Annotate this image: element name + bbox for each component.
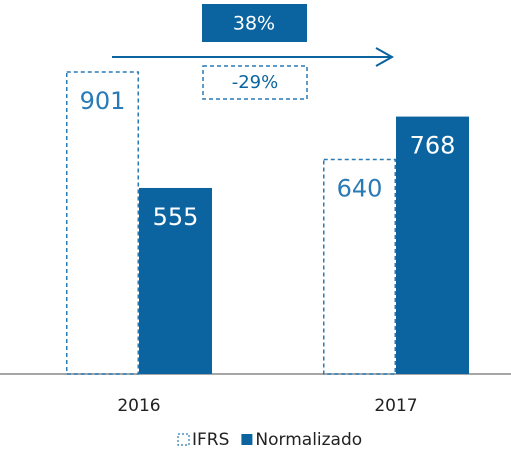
change-label: -29%: [232, 72, 279, 93]
legend-label: IFRS: [192, 430, 229, 450]
bar: [396, 116, 469, 375]
change-box: [202, 65, 308, 100]
bar: [323, 158, 396, 375]
x-tick-label: 2016: [117, 396, 160, 416]
data-label: 555: [153, 203, 199, 231]
arrow-head: [375, 47, 395, 67]
bar: [139, 187, 212, 374]
data-label: 768: [410, 132, 456, 160]
growth-box: [202, 4, 307, 42]
legend-swatch: [177, 433, 190, 446]
x-tick-label: 2017: [374, 396, 417, 416]
legend-label: Normalizado: [255, 430, 362, 450]
bar: [66, 71, 139, 375]
growth-label: 38%: [233, 13, 275, 35]
data-label: 901: [80, 87, 126, 115]
legend-swatch: [241, 434, 253, 445]
data-label: 640: [337, 174, 383, 202]
